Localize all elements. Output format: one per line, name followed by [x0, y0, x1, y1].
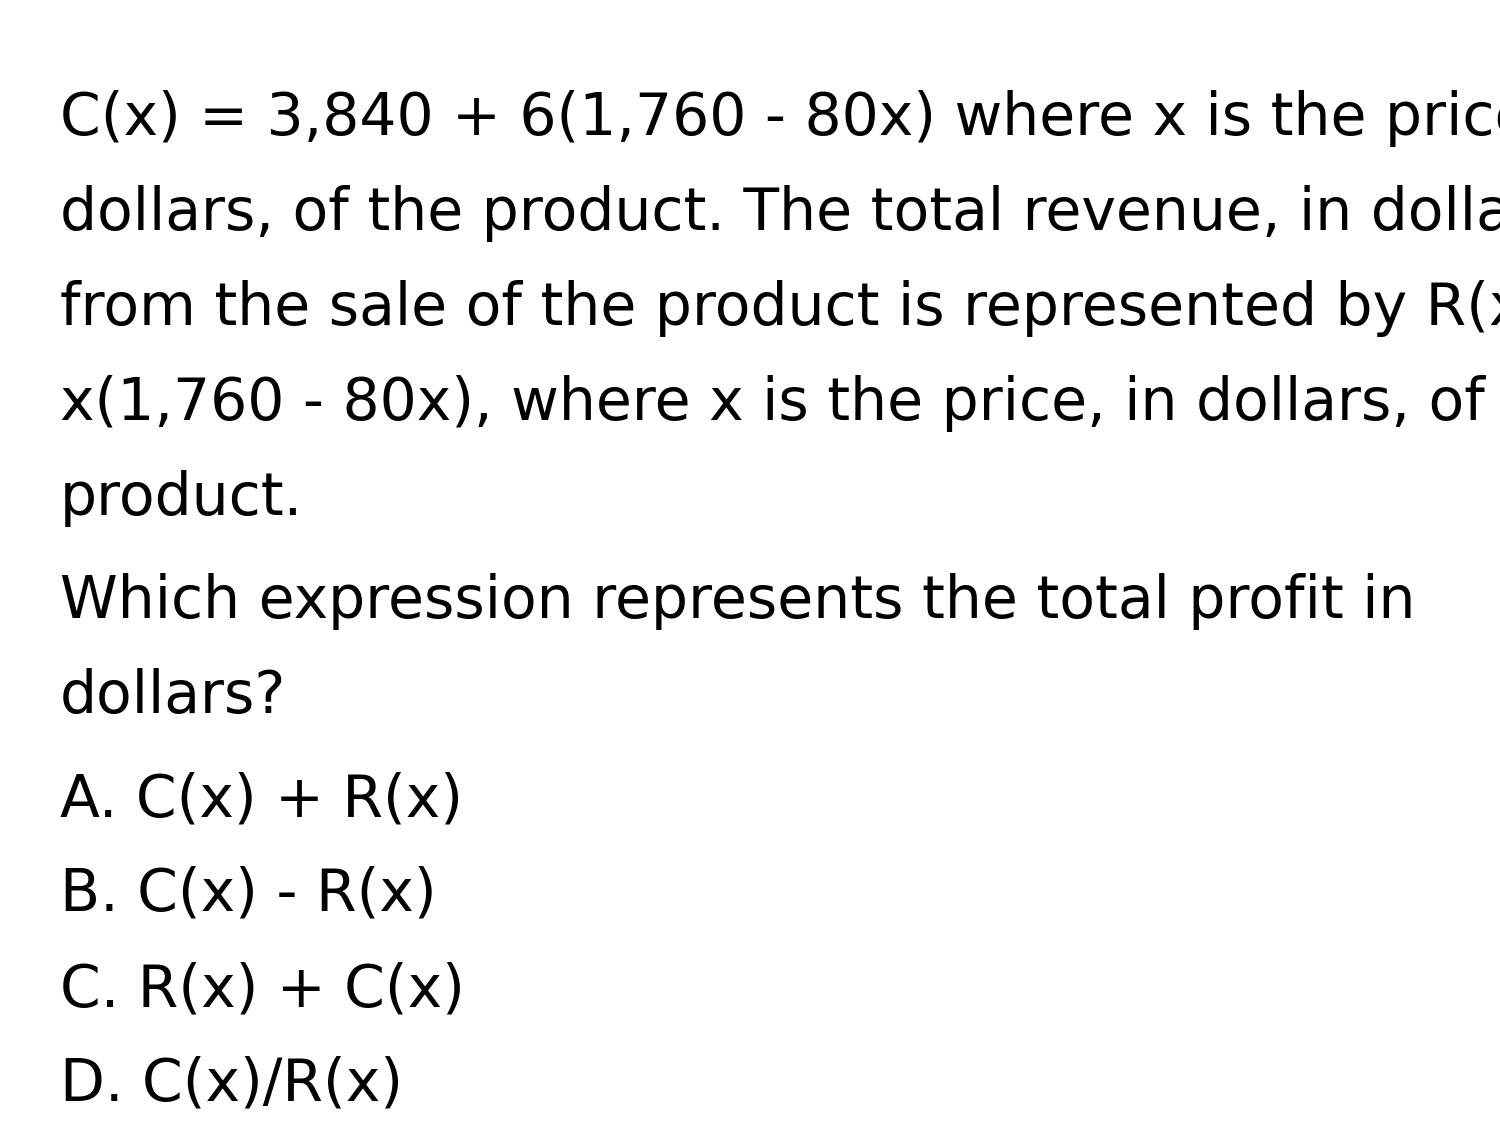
Text: from the sale of the product is represented by R(x) =: from the sale of the product is represen… [60, 280, 1500, 337]
Text: dollars?: dollars? [60, 668, 286, 725]
Text: C(x) = 3,840 + 6(1,760 - 80x) where x is the price, in: C(x) = 3,840 + 6(1,760 - 80x) where x is… [60, 90, 1500, 147]
Text: A. C(x) + R(x): A. C(x) + R(x) [60, 772, 464, 828]
Text: B. C(x) - R(x): B. C(x) - R(x) [60, 866, 436, 923]
Text: x(1,760 - 80x), where x is the price, in dollars, of the: x(1,760 - 80x), where x is the price, in… [60, 374, 1500, 432]
Text: D. C(x)/R(x): D. C(x)/R(x) [60, 1056, 404, 1113]
Text: dollars, of the product. The total revenue, in dollars,: dollars, of the product. The total reven… [60, 185, 1500, 243]
Text: Which expression represents the total profit in: Which expression represents the total pr… [60, 573, 1416, 631]
Text: C. R(x) + C(x): C. R(x) + C(x) [60, 961, 465, 1017]
Text: product.: product. [60, 470, 303, 527]
